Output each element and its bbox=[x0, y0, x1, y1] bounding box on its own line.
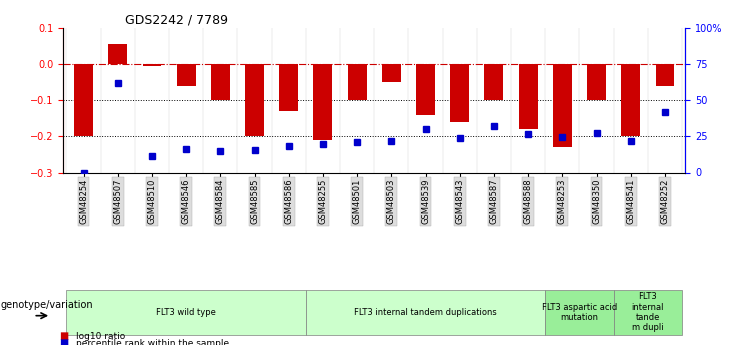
Text: ■: ■ bbox=[59, 332, 68, 341]
Text: percentile rank within the sample: percentile rank within the sample bbox=[76, 339, 229, 345]
Bar bbox=[211, 64, 230, 100]
Bar bbox=[382, 64, 401, 82]
Text: FLT3 wild type: FLT3 wild type bbox=[156, 308, 216, 317]
Bar bbox=[621, 64, 640, 136]
Bar bbox=[279, 64, 298, 111]
Text: genotype/variation: genotype/variation bbox=[1, 300, 93, 310]
Text: GDS2242 / 7789: GDS2242 / 7789 bbox=[125, 13, 228, 27]
Bar bbox=[142, 64, 162, 66]
Bar bbox=[416, 64, 435, 115]
Text: FLT3 internal tandem duplications: FLT3 internal tandem duplications bbox=[354, 308, 497, 317]
Bar bbox=[313, 64, 332, 140]
Bar bbox=[245, 64, 264, 136]
Bar bbox=[587, 64, 606, 100]
Bar bbox=[348, 64, 367, 100]
Bar bbox=[451, 64, 469, 122]
Bar bbox=[485, 64, 503, 100]
Text: FLT3
internal
tande
m dupli: FLT3 internal tande m dupli bbox=[631, 292, 664, 332]
Bar bbox=[176, 64, 196, 86]
Bar bbox=[519, 64, 537, 129]
Text: ■: ■ bbox=[59, 338, 68, 345]
Text: FLT3 aspartic acid
mutation: FLT3 aspartic acid mutation bbox=[542, 303, 617, 322]
Bar bbox=[108, 44, 127, 64]
Bar bbox=[74, 64, 93, 136]
Text: log10 ratio: log10 ratio bbox=[76, 332, 124, 341]
Bar bbox=[553, 64, 572, 147]
Bar bbox=[656, 64, 674, 86]
